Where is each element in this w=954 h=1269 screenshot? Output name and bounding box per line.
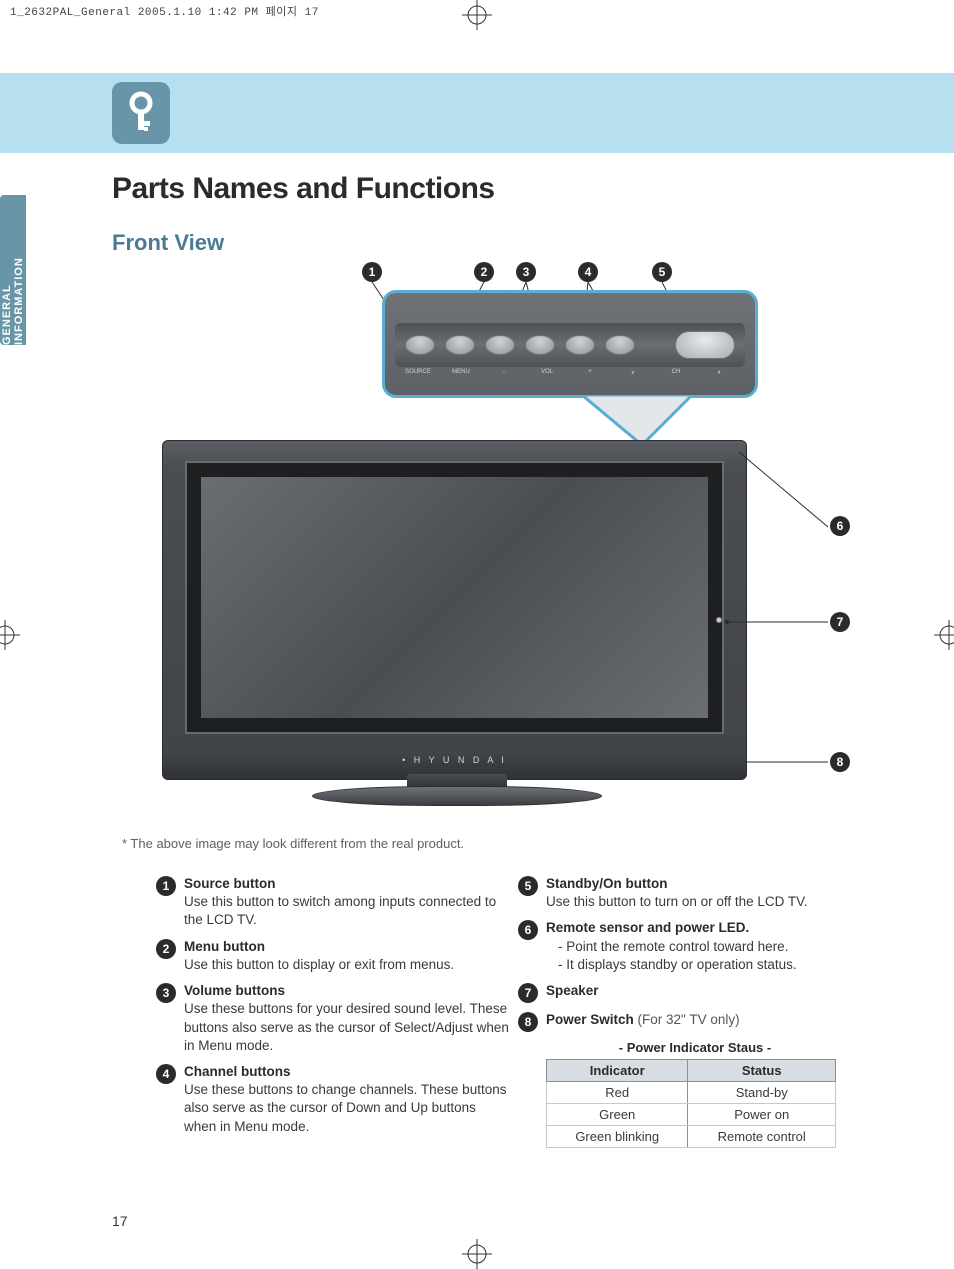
item-desc: Use these buttons for your desired sound… (184, 1001, 509, 1052)
item-sub: - It displays standby or operation statu… (546, 957, 797, 972)
ch-up-button[interactable] (605, 335, 635, 355)
item-title: Volume buttons (184, 983, 285, 998)
list-item: 7 Speaker (518, 982, 872, 1003)
item-number: 2 (156, 939, 176, 959)
th-indicator: Indicator (547, 1060, 688, 1082)
status-table: Indicator Status RedStand-byGreenPower o… (546, 1059, 836, 1148)
crop-mark-bottom (462, 1239, 492, 1269)
print-header: 1_2632PAL_General 2005.1.10 1:42 PM 페이지 … (10, 3, 319, 19)
item-title: Source button (184, 876, 276, 891)
page-number: 17 (112, 1213, 128, 1229)
list-item: 2 Menu button Use this button to display… (156, 938, 510, 974)
cell-indicator: Green blinking (547, 1126, 688, 1148)
cell-indicator: Green (547, 1104, 688, 1126)
key-icon (112, 82, 170, 144)
panel-labels: SOURCE MENU - VOL + ∨ CH ∧ (403, 369, 737, 376)
disclaimer-text: * The above image may look different fro… (112, 836, 872, 851)
vol-down-button[interactable] (485, 335, 515, 355)
cell-indicator: Red (547, 1082, 688, 1104)
item-number: 8 (518, 1012, 538, 1032)
item-desc: Use these buttons to change channels. Th… (184, 1082, 506, 1133)
list-item: 6 Remote sensor and power LED. - Point th… (518, 919, 872, 974)
item-desc: Use this button to switch among inputs c… (184, 894, 496, 927)
page-title: Parts Names and Functions (112, 172, 872, 206)
item-number: 4 (156, 1064, 176, 1084)
table-caption: - Power Indicator Staus - (518, 1040, 872, 1055)
item-extra: (For 32" TV only) (634, 1012, 740, 1027)
diagram: 1 2 3 4 5 SOURCE (112, 262, 852, 822)
item-desc: Use this button to turn on or off the LC… (546, 894, 808, 909)
cell-status: Remote control (688, 1126, 836, 1148)
standby-button[interactable] (675, 331, 735, 359)
th-status: Status (688, 1060, 836, 1082)
list-item: 5 Standby/On button Use this button to tu… (518, 875, 872, 911)
item-title: Remote sensor and power LED. (546, 920, 749, 935)
right-column: 5 Standby/On button Use this button to tu… (518, 875, 872, 1148)
ch-down-button[interactable] (565, 335, 595, 355)
item-number: 5 (518, 876, 538, 896)
callout-6: 6 (830, 516, 850, 536)
cell-status: Power on (688, 1104, 836, 1126)
cell-status: Stand-by (688, 1082, 836, 1104)
left-column: 1 Source button Use this button to switc… (156, 875, 510, 1148)
callout-8: 8 (830, 752, 850, 772)
crop-mark-left (0, 620, 20, 650)
item-title: Channel buttons (184, 1064, 291, 1079)
table-row: Green blinkingRemote control (547, 1126, 836, 1148)
crop-mark-right (934, 620, 954, 650)
list-item: 8 Power Switch (For 32" TV only) (518, 1011, 872, 1032)
table-row: RedStand-by (547, 1082, 836, 1104)
item-number: 3 (156, 983, 176, 1003)
table-row: GreenPower on (547, 1104, 836, 1126)
item-desc: Use this button to display or exit from … (184, 957, 454, 972)
item-sub: - Point the remote control toward here. (546, 939, 788, 954)
sidebar-tab: GENERAL INFORMATION (0, 195, 26, 345)
item-number: 6 (518, 920, 538, 940)
control-panel-inset: SOURCE MENU - VOL + ∨ CH ∧ (382, 290, 758, 398)
item-number: 7 (518, 983, 538, 1003)
list-item: 1 Source button Use this button to switc… (156, 875, 510, 930)
vol-up-button[interactable] (525, 335, 555, 355)
section-subtitle: Front View (112, 230, 872, 256)
menu-button[interactable] (445, 335, 475, 355)
crop-mark-top (462, 0, 492, 30)
item-title: Menu button (184, 939, 265, 954)
description-columns: 1 Source button Use this button to switc… (112, 875, 872, 1148)
list-item: 3 Volume buttons Use these buttons for y… (156, 982, 510, 1055)
item-title: Power Switch (546, 1012, 634, 1027)
item-number: 1 (156, 876, 176, 896)
item-title: Standby/On button (546, 876, 667, 891)
source-button[interactable] (405, 335, 435, 355)
callout-7: 7 (830, 612, 850, 632)
list-item: 4 Channel buttons Use these buttons to c… (156, 1063, 510, 1136)
item-title: Speaker (546, 983, 599, 998)
